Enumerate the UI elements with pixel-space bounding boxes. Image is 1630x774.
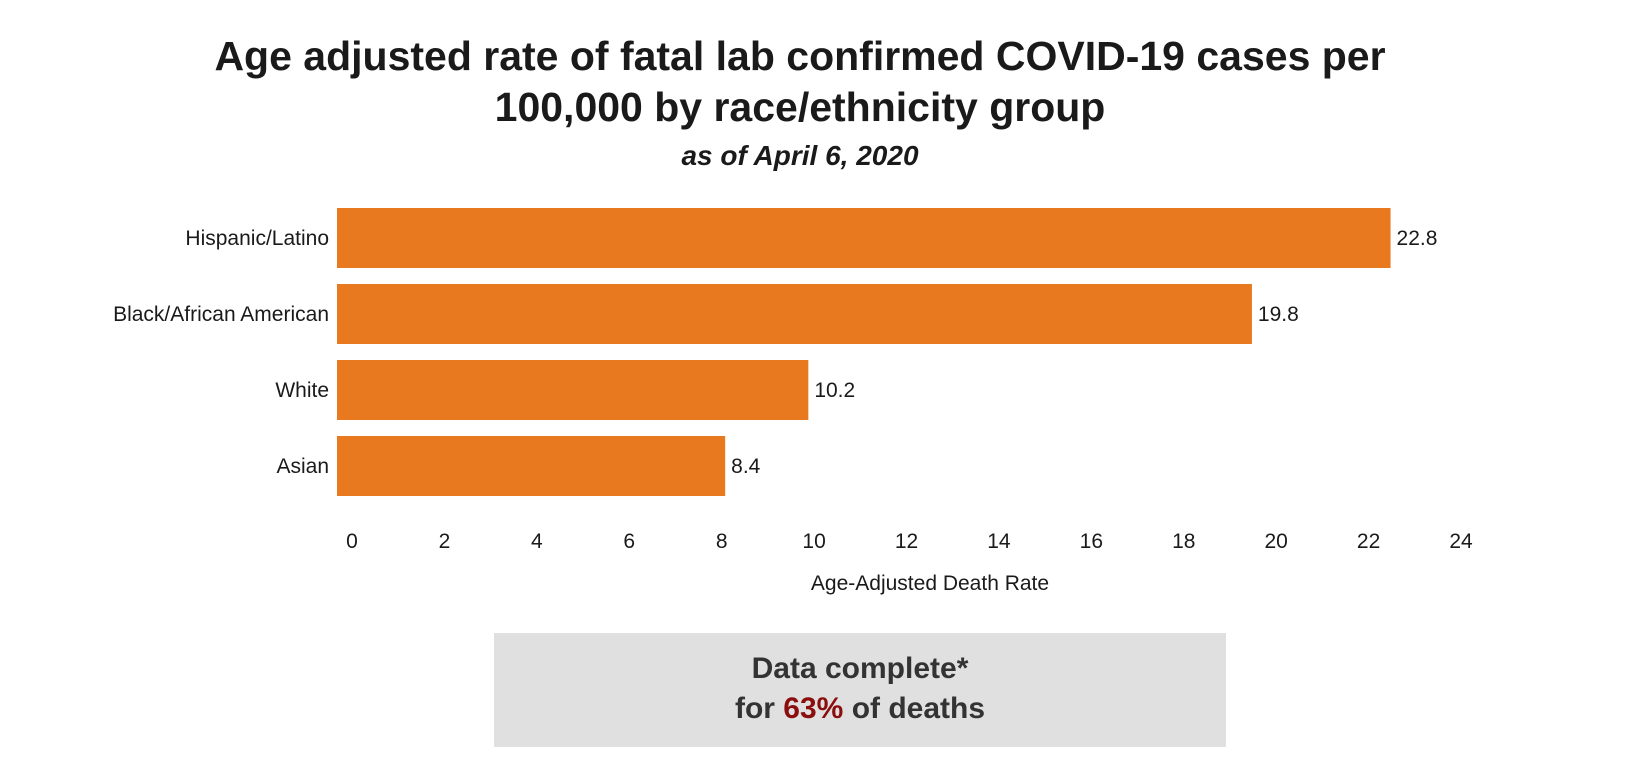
x-axis-ticks: 0 2 4 6 8 10 12 14 16 18 20 22 24 <box>346 530 1473 553</box>
x-tick-16: 16 <box>1080 530 1103 553</box>
category-label-black-african-american: Black/African American <box>113 303 329 326</box>
bar-black-african-american <box>337 284 1252 344</box>
x-tick-4: 4 <box>531 530 543 553</box>
note-line2: for 63% of deaths <box>494 689 1226 729</box>
category-label-hispanic-latino: Hispanic/Latino <box>185 227 329 250</box>
value-label-black-african-american: 19.8 <box>1258 303 1299 326</box>
bar-asian <box>337 436 726 496</box>
x-tick-22: 22 <box>1357 530 1380 553</box>
x-tick-18: 18 <box>1172 530 1195 553</box>
x-tick-10: 10 <box>802 530 825 553</box>
note-prefix: for <box>734 692 775 725</box>
data-completeness-note: Data complete* for 63% of deaths <box>494 633 1226 747</box>
category-label-asian: Asian <box>276 455 329 478</box>
value-labels: 22.8 19.8 10.2 8.4 <box>731 227 1437 478</box>
x-axis-label: Age-Adjusted Death Rate <box>811 572 1049 595</box>
x-tick-24: 24 <box>1449 530 1473 553</box>
bars <box>337 208 1391 496</box>
category-labels: Hispanic/Latino Black/African American Whi… <box>113 227 329 478</box>
value-label-asian: 8.4 <box>731 455 761 478</box>
note-line1: Data complete* <box>751 652 969 685</box>
bar-white <box>337 360 809 420</box>
x-tick-8: 8 <box>716 530 728 553</box>
chart-title-line1: Age adjusted rate of fatal lab confirmed… <box>214 33 1386 79</box>
bar-hispanic-latino <box>337 208 1391 268</box>
x-tick-20: 20 <box>1264 530 1287 553</box>
value-label-white: 10.2 <box>814 379 855 402</box>
x-tick-6: 6 <box>623 530 635 553</box>
note-suffix: of deaths <box>851 692 986 725</box>
x-tick-2: 2 <box>439 530 451 553</box>
x-tick-12: 12 <box>895 530 918 553</box>
note-percentage: 63% <box>783 692 844 725</box>
x-tick-14: 14 <box>987 530 1011 553</box>
chart-title-line2: 100,000 by race/ethnicity group <box>494 84 1106 130</box>
x-tick-0: 0 <box>346 530 358 553</box>
bar-chart: Hispanic/Latino Black/African American Whi… <box>113 208 1473 595</box>
category-label-white: White <box>275 379 329 402</box>
value-label-hispanic-latino: 22.8 <box>1397 227 1438 250</box>
chart-subtitle: as of April 6, 2020 <box>681 140 919 171</box>
